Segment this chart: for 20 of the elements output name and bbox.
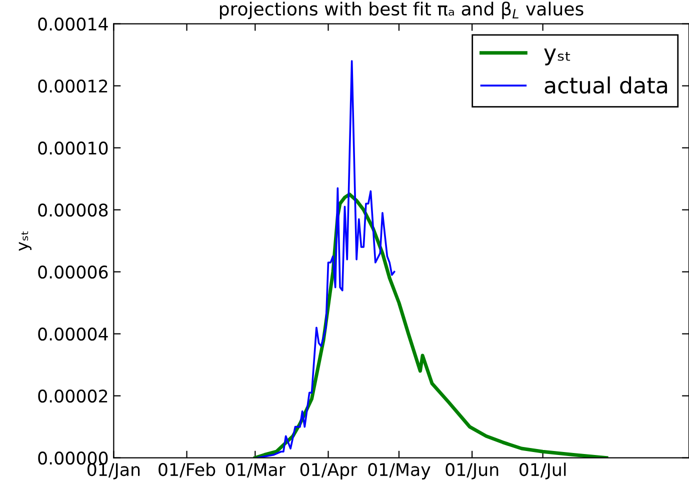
x-tick-label: 01/Feb [158, 462, 216, 478]
y-tick-label: 0.00002 [38, 390, 108, 403]
x-tick-label: 01/Mar [226, 462, 286, 478]
x-tick-label: 01/Jun [446, 462, 498, 480]
y-tick-label: 0.00012 [38, 80, 108, 93]
y-axis-title: yₛₜ [18, 231, 32, 251]
x-tick-label: 01/Apr [300, 462, 358, 480]
y-tick-label: 0.00000 [38, 452, 108, 465]
legend-label: actual data [544, 76, 667, 94]
y-tick-label: 0.00014 [38, 18, 108, 31]
y-tick-label: 0.00008 [38, 204, 108, 217]
y-tick-label: 0.00010 [38, 142, 108, 155]
y-tick-label: 0.00006 [38, 266, 108, 279]
chart-title: projections with best fit πₐ and β$_{L}$ values [220, 2, 584, 20]
legend-label: yₛₜ [544, 48, 570, 66]
y-tick-label: 0.00004 [38, 328, 108, 341]
line-series [256, 60, 396, 458]
x-tick-label: 01/Jan [87, 462, 140, 480]
x-tick-label: 01/May [368, 462, 430, 480]
x-tick-label: 01/Jul [520, 462, 566, 480]
